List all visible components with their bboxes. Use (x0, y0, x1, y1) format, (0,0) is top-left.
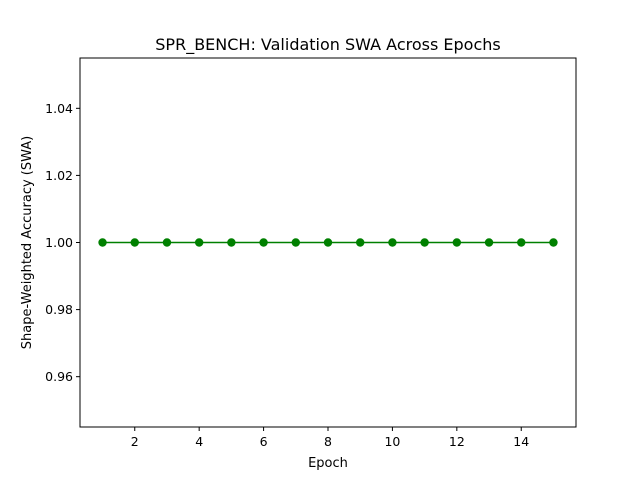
data-point (291, 238, 300, 247)
x-tick-label: 12 (449, 434, 465, 449)
y-tick-label: 0.96 (45, 369, 73, 384)
data-point (194, 238, 204, 247)
data-point (484, 238, 494, 247)
data-point (420, 238, 429, 247)
data-point (227, 238, 236, 247)
x-tick-label: 14 (513, 434, 529, 449)
x-tick-label: 10 (384, 434, 400, 449)
data-point (549, 238, 558, 247)
x-axis-label: Epoch (308, 456, 348, 471)
data-point (323, 238, 333, 247)
y-axis-ticks: 0.96 0.98 1.00 1.02 1.04 (45, 101, 80, 384)
data-point (452, 238, 462, 247)
y-axis-label: Shape-Weighted Accuracy (SWA) (20, 136, 35, 349)
x-axis-ticks: 2 4 6 8 10 12 14 (131, 427, 529, 449)
data-point (259, 238, 268, 247)
data-point (98, 238, 107, 247)
y-tick-label: 0.98 (45, 302, 73, 317)
y-tick-label: 1.00 (45, 235, 73, 250)
y-tick-label: 1.04 (45, 101, 73, 116)
plot-layer (98, 238, 558, 247)
x-tick-label: 2 (131, 434, 139, 449)
data-point (162, 238, 172, 247)
data-point (517, 238, 526, 247)
data-point (356, 238, 365, 247)
x-tick-label: 6 (260, 434, 268, 449)
data-point (388, 238, 397, 247)
x-tick-label: 4 (195, 434, 203, 449)
data-point (130, 238, 139, 247)
y-tick-label: 1.02 (45, 168, 73, 183)
chart-title: SPR_BENCH: Validation SWA Across Epochs (155, 35, 500, 55)
x-tick-label: 8 (324, 434, 332, 449)
